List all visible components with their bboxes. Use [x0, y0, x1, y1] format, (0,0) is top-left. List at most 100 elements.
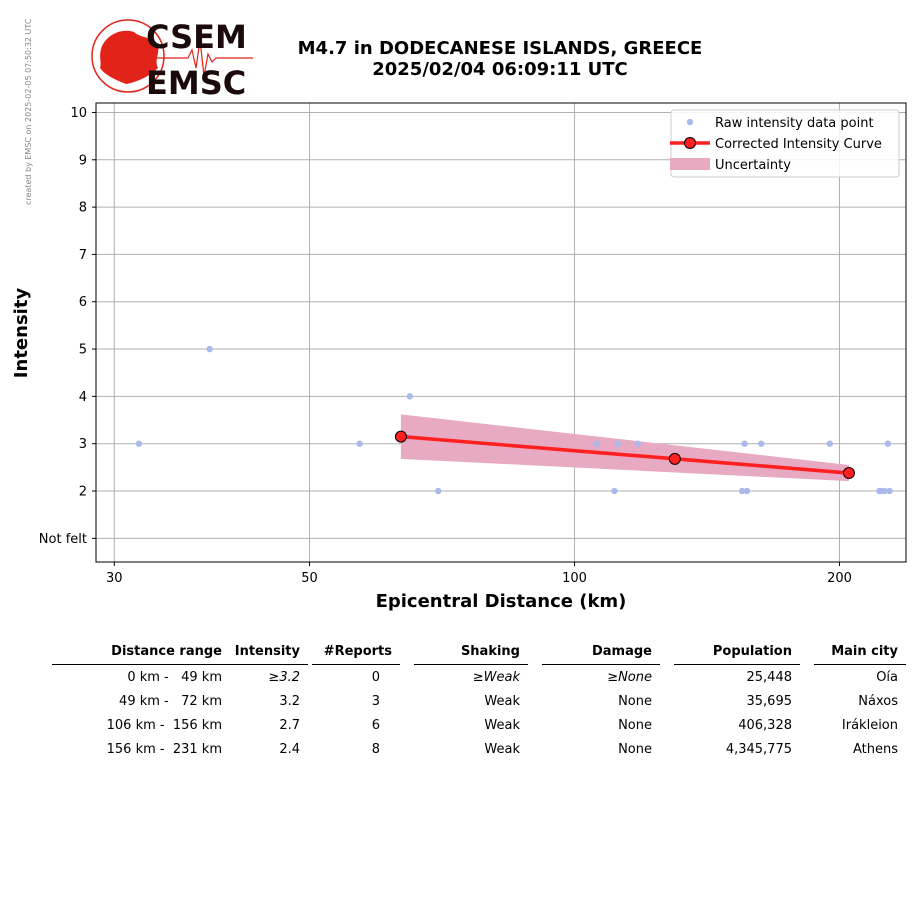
header-city: Main city: [814, 640, 906, 665]
raw-point: [826, 440, 834, 447]
header-population: Population: [674, 640, 800, 665]
y-tick-label: 2: [79, 485, 87, 500]
cell-shaking: ≥Weak: [472, 669, 520, 685]
uncertainty-band: [400, 414, 849, 482]
intensity-table: Distance range Intensity #Reports Shakin…: [52, 640, 906, 761]
legend: Raw intensity data point Corrected Intens…: [670, 109, 900, 178]
cell-city: Irákleion: [841, 717, 898, 733]
corrected-curve-point: [668, 452, 681, 465]
cell-city: Athens: [852, 741, 898, 757]
cell-reports: 6: [371, 717, 380, 733]
x-tick-label: 30: [106, 571, 123, 586]
raw-point: [884, 440, 892, 447]
cell-reports: 8: [371, 741, 380, 757]
legend-curve-label: Corrected Intensity Curve: [715, 137, 882, 152]
table-row: 0 km - 49 km ≥3.2 0 ≥Weak ≥None 25,448 O…: [52, 665, 906, 690]
chart-title-line2: 2025/02/04 06:09:11 UTC: [372, 59, 628, 80]
corrected-curve-point: [394, 430, 407, 443]
cell-shaking: Weak: [484, 693, 520, 709]
x-axis-label: Epicentral Distance (km): [376, 591, 627, 612]
plot-frame: [95, 102, 907, 563]
cell-range: 49 km - 72 km: [119, 693, 222, 709]
legend-band-swatch: [670, 158, 710, 170]
legend-raw-marker: [686, 118, 694, 126]
cell-damage: None: [618, 693, 652, 709]
raw-point: [886, 487, 893, 495]
raw-point: [614, 440, 622, 447]
x-tick-label: 100: [562, 571, 587, 586]
legend-band-label: Uncertainty: [715, 158, 791, 173]
header-distance: Distance range: [52, 640, 230, 665]
raw-point: [741, 440, 748, 447]
cell-intensity: 2.4: [279, 741, 300, 757]
cell-damage: ≥None: [607, 669, 652, 685]
raw-point: [135, 440, 143, 447]
emsc-logo: CSEM EMSC: [91, 18, 253, 98]
y-tick-label: 6: [79, 295, 87, 310]
raw-point: [406, 393, 414, 400]
legend-raw-label: Raw intensity data point: [715, 116, 874, 131]
logo-top-text: CSEM: [146, 18, 247, 56]
raw-point: [593, 440, 600, 447]
raw-point: [611, 487, 618, 495]
header-shaking: Shaking: [414, 640, 528, 665]
cell-population: 35,695: [746, 693, 793, 709]
y-tick-label: Not felt: [39, 532, 87, 547]
header-intensity: Intensity: [230, 640, 308, 665]
raw-point: [356, 440, 363, 447]
cell-range: 106 km - 156 km: [106, 717, 222, 733]
y-tick-label: 10: [70, 106, 87, 121]
raw-point: [743, 487, 751, 495]
y-tick-label: 4: [79, 390, 87, 405]
intensity-chart: Not felt 2 3 4 5 6 7 8 9 10 30 50 100 200 Epicentral…: [11, 102, 907, 612]
x-ticks: 30 50 100 200: [106, 562, 852, 586]
corrected-curve: [394, 430, 855, 480]
y-tick-label: 5: [79, 343, 87, 358]
cell-range: 156 km - 231 km: [106, 741, 222, 757]
cell-city: Náxos: [858, 693, 898, 709]
cell-intensity: 2.7: [279, 717, 300, 733]
grid-lines: [96, 103, 906, 562]
cell-city: Oía: [876, 669, 898, 685]
x-tick-label: 50: [301, 571, 318, 586]
cell-reports: 3: [371, 693, 380, 709]
cell-population: 25,448: [746, 669, 793, 685]
uncertainty-band-area: [400, 414, 849, 482]
cell-shaking: Weak: [484, 741, 520, 757]
raw-point: [738, 487, 746, 495]
header-reports: #Reports: [312, 640, 400, 665]
y-tick-label: 9: [79, 153, 87, 168]
cell-range: 0 km - 49 km: [127, 669, 222, 685]
logo-seismogram: [150, 39, 253, 77]
cell-damage: None: [618, 741, 652, 757]
y-tick-label: 7: [79, 248, 87, 263]
raw-point: [758, 440, 765, 447]
raw-point: [206, 345, 213, 353]
cell-population: 4,345,775: [725, 741, 792, 757]
x-tick-label: 200: [827, 571, 852, 586]
chart-title-line1: M4.7 in DODECANESE ISLANDS, GREECE: [297, 38, 703, 59]
cell-reports: 0: [371, 669, 380, 685]
cell-intensity: 3.2: [279, 693, 300, 709]
table-row: 49 km - 72 km 3.2 3 Weak None 35,695 Náx…: [52, 689, 906, 713]
logo-map: [100, 30, 159, 84]
logo-bottom-text: EMSC: [146, 64, 246, 98]
cell-damage: None: [618, 717, 652, 733]
legend-curve-marker: [684, 137, 696, 149]
corrected-curve-point: [842, 467, 855, 480]
table-row: 106 km - 156 km 2.7 6 Weak None 406,328 …: [52, 713, 906, 737]
raw-point: [881, 487, 888, 495]
chart-title: M4.7 in DODECANESE ISLANDS, GREECE 2025/…: [260, 38, 740, 80]
header-damage: Damage: [542, 640, 660, 665]
y-tick-label: 3: [79, 437, 87, 452]
y-tick-label: 8: [79, 201, 87, 216]
cell-intensity: ≥3.2: [268, 669, 300, 685]
raw-point: [434, 487, 442, 495]
cell-population: 406,328: [738, 717, 792, 733]
raw-point: [634, 440, 641, 447]
raw-points: [135, 345, 893, 495]
logo-globe: [91, 19, 165, 93]
y-axis-label: Intensity: [11, 288, 32, 379]
cell-shaking: Weak: [484, 717, 520, 733]
table-row: 156 km - 231 km 2.4 8 Weak None 4,345,77…: [52, 737, 906, 761]
